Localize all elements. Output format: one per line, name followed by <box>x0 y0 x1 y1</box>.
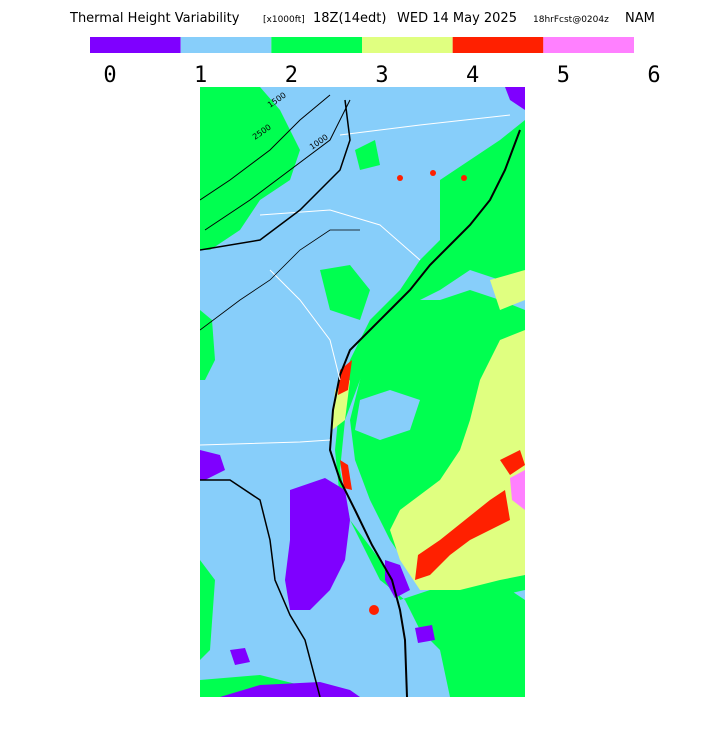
colorbar-label: 2 <box>285 63 298 88</box>
valid-time: 18Z(14edt) <box>313 11 386 26</box>
spot <box>397 175 403 181</box>
contour <box>200 94 331 201</box>
contour <box>204 99 351 231</box>
region-purple <box>415 625 435 643</box>
colorbar-swatch <box>362 37 453 53</box>
colorbar-swatch <box>452 37 544 53</box>
model: NAM <box>625 11 655 26</box>
region-red <box>500 450 525 475</box>
region-green <box>335 120 525 697</box>
state-border <box>200 439 331 446</box>
region-green <box>320 265 370 320</box>
coastline <box>328 129 521 697</box>
region-purple <box>285 478 350 610</box>
contour <box>200 99 351 251</box>
region-pink <box>510 470 525 510</box>
colorbar-label: 5 <box>557 63 570 88</box>
spot <box>369 605 379 615</box>
region-green <box>200 560 215 660</box>
date: WED 14 May 2025 <box>397 11 517 26</box>
region-green <box>355 140 380 170</box>
colorbar-label: 0 <box>103 63 116 88</box>
colorbar-label: 4 <box>466 63 479 88</box>
colorbar-swatch <box>543 37 634 53</box>
colorbar-label: 6 <box>647 63 660 88</box>
spot <box>461 175 467 181</box>
units: [x1000ft] <box>263 15 305 25</box>
state-border <box>269 269 341 381</box>
region-red <box>415 490 510 580</box>
forecast: 18hrFcst@0204z <box>533 15 609 25</box>
region-yellow <box>490 270 525 310</box>
region-purple <box>230 648 250 665</box>
colorbar-swatch <box>271 37 362 53</box>
coastline <box>200 479 321 697</box>
colorbar-swatch <box>90 37 181 53</box>
state-border <box>339 114 511 136</box>
spot <box>430 170 436 176</box>
region-purple <box>220 682 360 697</box>
region-purple <box>385 560 410 598</box>
title: Thermal Height Variability <box>69 11 240 26</box>
colorbar-swatch <box>180 37 272 53</box>
region-red <box>340 460 352 490</box>
colorbar-label: 3 <box>375 63 388 88</box>
state-border <box>259 209 421 261</box>
colorbar: 0 1 2 3 4 5 6 <box>90 37 661 88</box>
region-blue <box>355 390 420 440</box>
region-purple <box>200 450 225 480</box>
region-purple <box>505 87 525 110</box>
colorbar-label: 1 <box>194 63 207 88</box>
region-green <box>200 87 300 250</box>
contour <box>200 229 360 331</box>
map: 1500 2500 1000 <box>200 87 525 697</box>
